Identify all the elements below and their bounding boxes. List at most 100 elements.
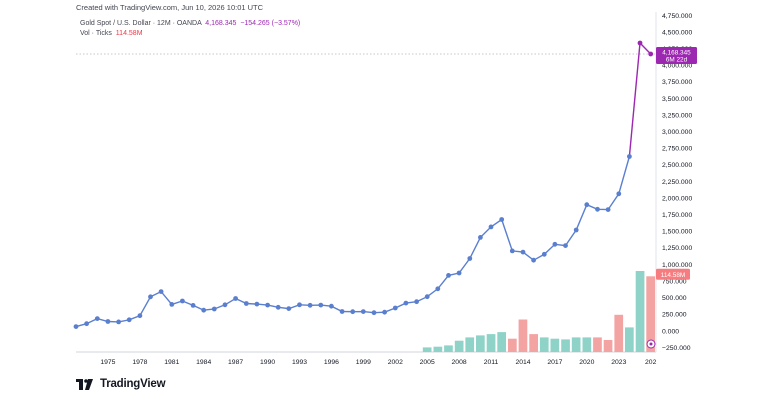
volume-bar (508, 338, 517, 352)
y-tick-label: 2,000.000 (662, 195, 692, 202)
y-tick-label: 1,250.000 (662, 245, 692, 252)
x-tick-label: 1999 (356, 359, 371, 366)
x-tick-label: 2014 (515, 359, 530, 366)
price-badge (656, 47, 697, 64)
volume-bar (444, 345, 453, 352)
price-point (265, 302, 270, 308)
price-point (573, 227, 579, 233)
price-point (148, 294, 153, 300)
price-point (286, 306, 292, 311)
price-point (211, 306, 217, 312)
volume-bar (497, 332, 506, 352)
price-point (116, 319, 121, 325)
volume-bar (582, 337, 592, 352)
volume-bar (593, 337, 602, 352)
x-tick-label: 2011 (484, 359, 499, 366)
x-tick-label: 1996 (324, 359, 339, 366)
created-caption: Created with TradingView.com, Jun 10, 20… (76, 3, 264, 12)
legend-price: 4,168.345 (205, 20, 237, 27)
x-tick-label: 1993 (292, 359, 307, 366)
price-point (403, 300, 409, 306)
price-point (488, 224, 494, 230)
volume-bar (646, 276, 655, 352)
x-tick-label: 2020 (579, 359, 594, 366)
x-tick-label: 1975 (100, 359, 115, 366)
volume-bar (571, 337, 581, 352)
price-point (254, 301, 260, 307)
legend-volume-row: Vol · Ticks 114.58M (80, 29, 300, 39)
session-marker-dot (649, 342, 653, 346)
volume-bar (433, 346, 443, 352)
price-point (329, 303, 334, 309)
y-tick-label: 750.000 (662, 278, 687, 285)
price-point (637, 40, 643, 46)
volume-badge-value: 114.58M (661, 272, 685, 279)
legend-symbol: Gold Spot / U.S. Dollar · 12M · OANDA (80, 20, 202, 27)
price-point (531, 257, 536, 263)
price-point (169, 302, 175, 307)
price-point (446, 273, 451, 278)
x-tick-label: 1978 (132, 359, 147, 366)
y-tick-label: 3,750.000 (662, 79, 692, 86)
volume-bar (422, 347, 432, 352)
y-tick-label: 1,750.000 (662, 212, 692, 219)
price-point (371, 310, 377, 316)
y-tick-label: 4,000.000 (662, 63, 692, 70)
price-point (339, 309, 345, 314)
price-point (478, 235, 483, 240)
volume-bar (539, 337, 549, 352)
volume-bar (454, 340, 464, 352)
volume-bar (529, 334, 538, 352)
y-tick-label: 250.000 (662, 312, 687, 319)
price-point (243, 301, 249, 306)
tradingview-logo-icon (76, 378, 93, 390)
price-point (318, 302, 324, 308)
legend-change: −154.265 (−3.57%) (240, 20, 301, 27)
x-tick-label: 2017 (547, 359, 562, 366)
price-point (509, 248, 515, 254)
price-line (75, 156, 631, 328)
price-point (648, 51, 654, 57)
price-point (275, 304, 281, 310)
volume-bar (625, 327, 634, 352)
volume-bar (635, 271, 645, 352)
y-tick-label: 4,500.000 (662, 29, 692, 36)
price-point (180, 298, 185, 304)
y-tick-label: 3,250.000 (662, 112, 692, 119)
price-point (605, 207, 611, 213)
price-line-recent (628, 41, 652, 157)
price-point (392, 305, 398, 311)
price-point (563, 243, 568, 249)
legend-vol-label: Vol · Ticks (80, 30, 112, 37)
price-point (520, 249, 526, 255)
y-tick-label: 1,000.000 (662, 262, 692, 269)
y-tick-label: −250.000 (662, 345, 691, 352)
volume-bar (486, 334, 496, 352)
volume-bar (550, 338, 560, 352)
price-point (627, 154, 632, 159)
price-point (307, 302, 313, 308)
price-badge-countdown: 6M 22d (666, 57, 688, 64)
price-point (84, 321, 89, 327)
price-point (552, 241, 558, 247)
price-point (467, 256, 473, 261)
x-tick-label: 2005 (420, 359, 435, 366)
price-point (435, 286, 441, 292)
volume-bar (561, 339, 570, 352)
x-tick-label: 1990 (260, 359, 275, 366)
price-point (158, 289, 164, 294)
price-point (222, 302, 228, 308)
price-point (414, 299, 419, 305)
price-point (456, 270, 462, 276)
price-point (126, 317, 132, 323)
price-point (105, 319, 111, 324)
price-badge-value: 4,168.345 (662, 50, 691, 57)
y-tick-label: 2,500.000 (662, 162, 692, 169)
volume-bar (476, 335, 485, 352)
price-point (499, 217, 505, 222)
volume-badge (656, 268, 690, 280)
price-point (73, 324, 79, 329)
y-tick-label: 0.000 (662, 328, 679, 335)
y-tick-label: 500.000 (662, 295, 687, 302)
